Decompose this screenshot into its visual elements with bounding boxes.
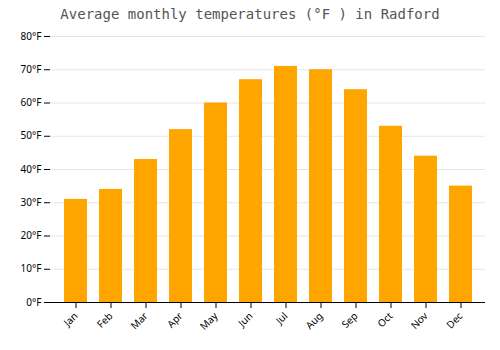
svg-text:Oct: Oct (374, 309, 396, 331)
svg-text:Sep: Sep (338, 309, 360, 331)
svg-text:Dec: Dec (443, 309, 466, 332)
svg-text:Apr: Apr (164, 309, 186, 331)
svg-text:70°F: 70°F (21, 62, 42, 76)
svg-text:Feb: Feb (93, 309, 115, 331)
svg-text:Nov: Nov (407, 308, 431, 332)
svg-text:Jun: Jun (234, 309, 255, 330)
svg-text:Aug: Aug (302, 309, 325, 332)
svg-text:Jul: Jul (272, 309, 291, 328)
svg-text:40°F: 40°F (21, 162, 42, 176)
svg-text:30°F: 30°F (21, 195, 42, 209)
svg-text:20°F: 20°F (21, 228, 42, 242)
html-text:Average monthly temperatures (: Average monthly temperatures (°F ) in Ra… (60, 6, 440, 22)
svg-text:May: May (196, 308, 221, 333)
svg-text:10°F: 10°F (21, 261, 42, 275)
svg-text:Mar: Mar (127, 309, 150, 332)
svg-text:60°F: 60°F (21, 95, 42, 109)
svg-text:Jan: Jan (60, 309, 81, 330)
svg-text:50°F: 50°F (21, 128, 42, 142)
svg-text:80°F: 80°F (21, 29, 42, 43)
svg-text:0°F: 0°F (26, 295, 41, 309)
